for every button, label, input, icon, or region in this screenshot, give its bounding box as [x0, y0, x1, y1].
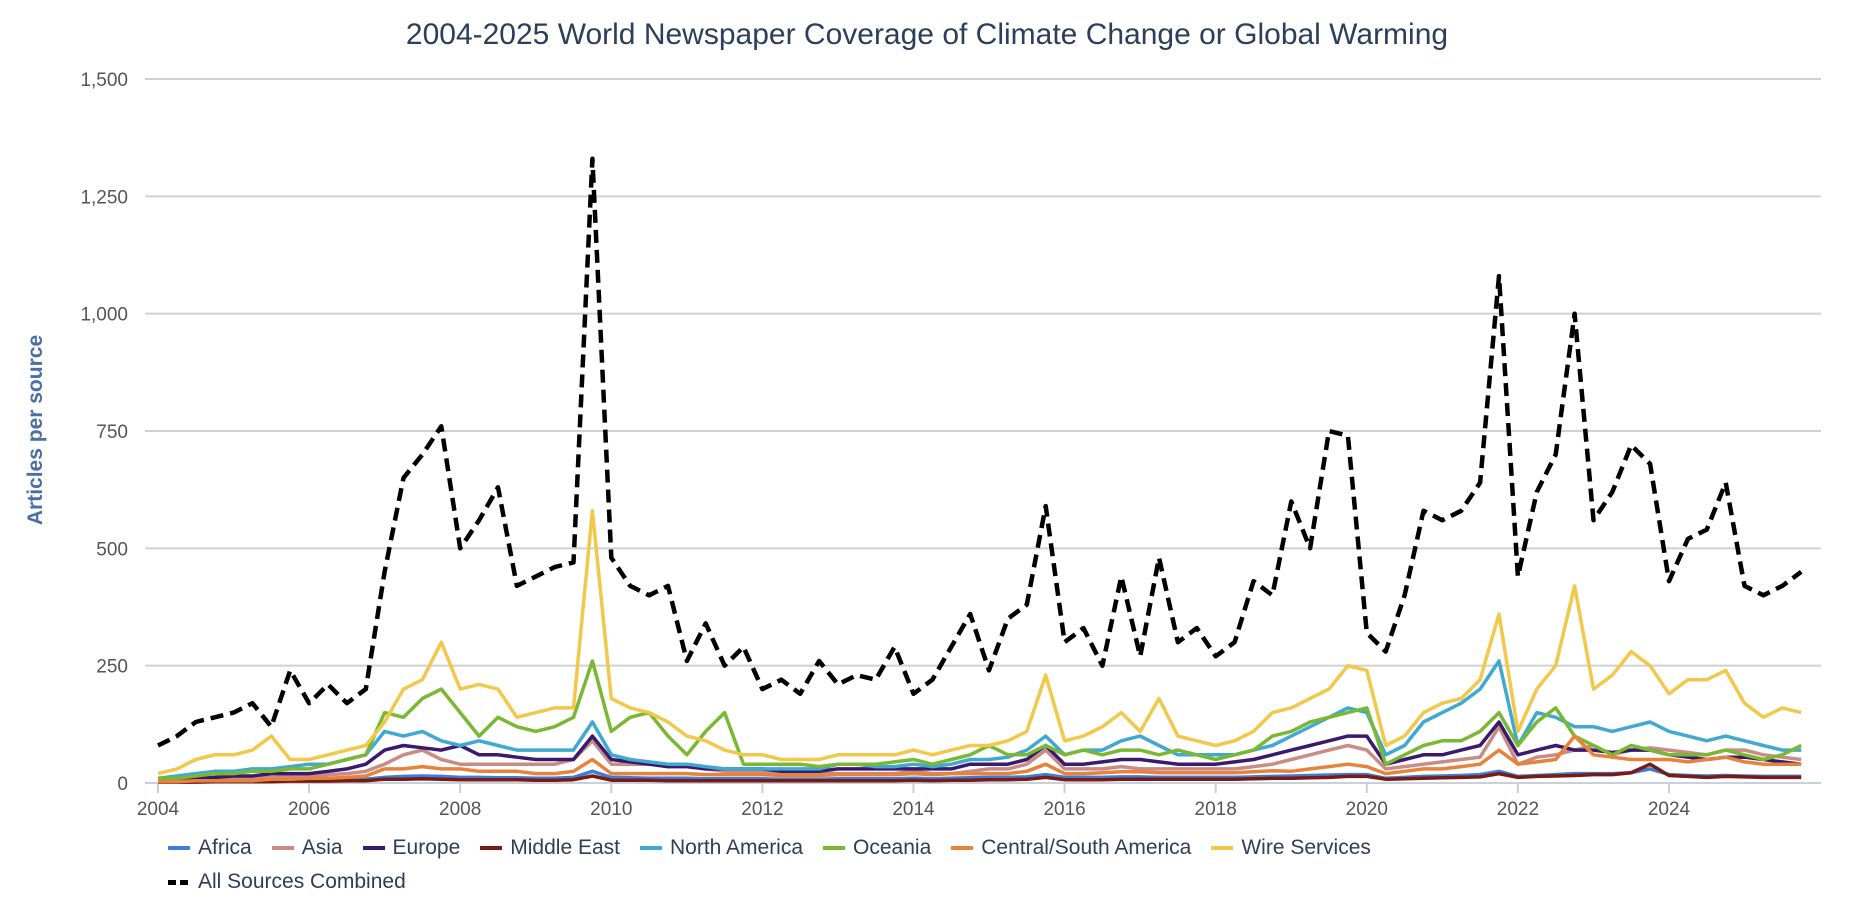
series-line-central-south-america — [158, 734, 1802, 784]
legend-marker — [639, 846, 662, 850]
x-tick-label: 2022 — [1497, 799, 1539, 820]
legend-marker — [1211, 846, 1234, 850]
legend-marker — [362, 846, 385, 850]
legend-item-central-south-america[interactable]: Central/South America — [951, 836, 1191, 860]
legend-marker — [823, 846, 846, 850]
y-tick-label: 250 — [96, 657, 128, 678]
y-tick-label: 1,000 — [80, 305, 128, 326]
legend-item-middle-east[interactable]: Middle East — [480, 836, 620, 860]
legend-label: Europe — [392, 836, 461, 859]
legend-item-oceania[interactable]: Oceania — [823, 836, 931, 860]
y-tick-label: 1,500 — [80, 70, 128, 91]
legend-label: Central/South America — [981, 836, 1192, 859]
y-tick-label: 750 — [96, 422, 128, 443]
legend-label: Oceania — [853, 836, 932, 859]
x-tick-label: 2014 — [892, 799, 935, 820]
legend-label: North America — [669, 836, 804, 859]
legend-item-all-sources-combined[interactable]: All Sources Combined — [168, 870, 406, 894]
x-tick-label: 2018 — [1195, 799, 1237, 820]
legend-item-north-america[interactable]: North America — [639, 836, 804, 860]
y-tick-label: 500 — [96, 539, 128, 560]
x-tick-label: 2008 — [439, 799, 481, 820]
series-line-oceania — [158, 659, 1802, 781]
legend-item-africa[interactable]: Africa — [168, 836, 252, 860]
series-line-wire-services — [157, 509, 1802, 776]
y-tick-label: 0 — [117, 774, 128, 795]
legend-item-europe[interactable]: Europe — [362, 836, 461, 860]
chart-title: 2004-2025 World Newspaper Coverage of Cl… — [405, 18, 1449, 51]
legend-marker — [168, 879, 190, 885]
x-tick-label: 2010 — [590, 799, 632, 820]
legend-label: Asia — [301, 836, 343, 859]
series-line-north-america — [157, 659, 1802, 781]
x-tick-label: 2012 — [741, 799, 783, 820]
legend-marker — [951, 846, 974, 850]
legend-label: Wire Services — [1241, 836, 1371, 859]
legend: Africa Asia Europe Middle East North America… — [168, 836, 1768, 904]
x-tick-label: 2004 — [137, 799, 180, 820]
legend-marker — [480, 846, 503, 850]
x-tick-label: 2006 — [288, 799, 330, 820]
x-tick-label: 2024 — [1648, 799, 1691, 820]
series-line-europe — [157, 720, 1802, 783]
legend-marker — [271, 846, 294, 850]
legend-marker — [168, 846, 190, 850]
legend-label: Middle East — [510, 836, 620, 859]
legend-label: Africa — [198, 836, 252, 859]
series-line-middle-east — [158, 762, 1802, 784]
y-tick-label: 1,250 — [80, 187, 128, 208]
legend-item-asia[interactable]: Asia — [271, 836, 343, 860]
series-line-all-sources-combined — [156, 156, 1803, 748]
x-tick-label: 2016 — [1043, 799, 1085, 820]
series-line-asia — [158, 724, 1802, 783]
legend-item-wire-services[interactable]: Wire Services — [1211, 836, 1371, 860]
legend-label: All Sources Combined — [198, 870, 406, 893]
x-tick-label: 2020 — [1346, 799, 1388, 820]
